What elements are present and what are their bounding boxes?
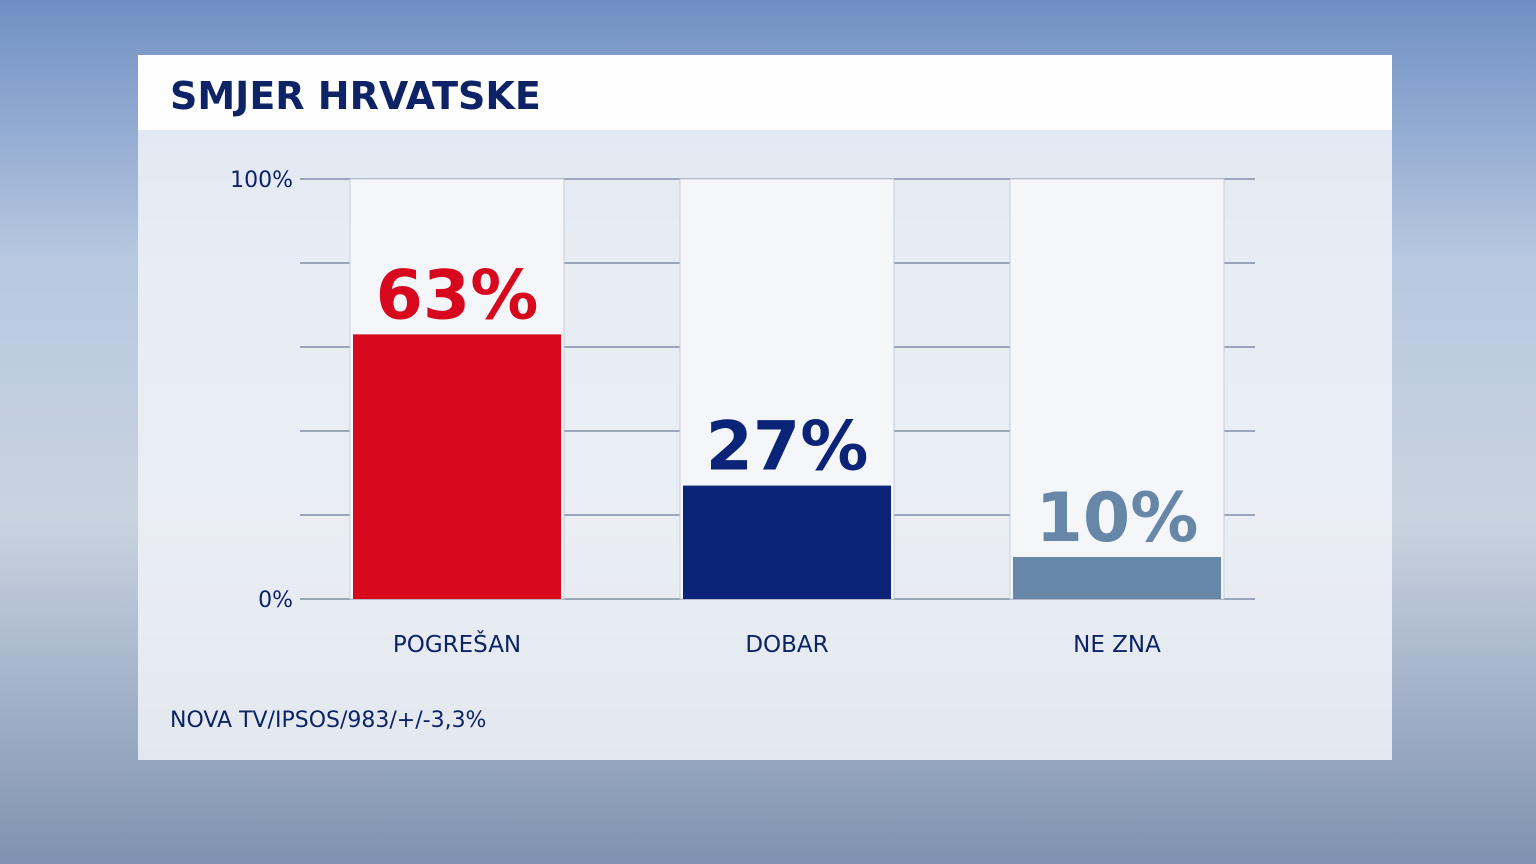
- chart-title: SMJER HRVATSKE: [170, 74, 541, 118]
- x-tick-label: NE ZNA: [1073, 632, 1161, 658]
- value-label: 10%: [1036, 479, 1199, 558]
- bar: [1013, 557, 1221, 599]
- bar: [683, 485, 891, 599]
- value-label: 27%: [706, 408, 869, 487]
- bar: [353, 334, 561, 599]
- x-tick-label: POGREŠAN: [393, 630, 521, 658]
- bar-column: [1009, 178, 1225, 600]
- value-label: 63%: [376, 256, 539, 335]
- header-band: [138, 55, 1392, 130]
- y-tick-label: 0%: [258, 588, 293, 613]
- y-tick-label: 100%: [230, 168, 293, 193]
- x-tick-label: DOBAR: [745, 632, 828, 658]
- source: NOVA TV/IPSOS/983/+/-3,3%: [170, 708, 486, 733]
